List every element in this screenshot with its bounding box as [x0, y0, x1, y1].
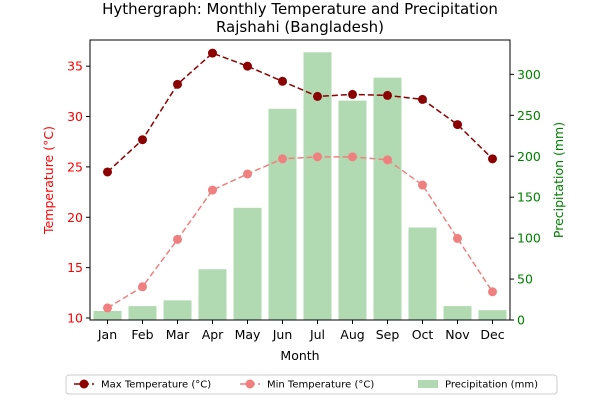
x-tick-label: Oct [412, 327, 434, 342]
x-tick-label: Nov [445, 327, 470, 342]
y-right-tick-label: 50 [517, 272, 533, 287]
x-axis-label: Month [280, 348, 319, 363]
y-left-tick-label: 25 [67, 159, 83, 174]
precipitation-bar [198, 269, 227, 320]
legend-label: Max Temperature (°C) [101, 380, 211, 391]
x-tick-label: Sep [376, 327, 400, 342]
min-temp-point [278, 154, 287, 164]
min-temp-point [243, 169, 252, 179]
precipitation-bar [373, 77, 402, 320]
min-temp-point [138, 282, 147, 292]
chart-title: Hythergraph: Monthly Temperature and Pre… [102, 0, 498, 18]
min-temp-point [453, 233, 462, 243]
y-axis-right: 0 50 100 150 200 250 300 [510, 67, 541, 328]
x-tick-label: Aug [340, 327, 364, 342]
y-right-tick-label: 200 [517, 149, 541, 164]
min-temp-point [173, 234, 182, 244]
precipitation-bars [93, 52, 507, 320]
x-axis: Jan Feb Mar Apr May Jun Jul Aug Sep Oct Nov Dec [97, 320, 505, 342]
x-tick-label: Apr [202, 327, 224, 342]
min-temp-point [313, 152, 322, 162]
precipitation-bar [93, 310, 122, 320]
min-temp-point [418, 180, 427, 190]
y-axis-left-label: Temperature (°C) [41, 126, 56, 235]
legend: Max Temperature (°C) Min Temperature (°C)… [65, 374, 558, 395]
precipitation-bar [338, 100, 367, 320]
x-tick-label: May [235, 327, 261, 342]
x-tick-label: Mar [166, 327, 190, 342]
min-temp-line [107, 156, 494, 309]
min-temp-point [103, 303, 112, 313]
legend-frame [65, 374, 558, 395]
plot-frame [89, 39, 511, 321]
min-temp-point [208, 185, 217, 195]
max-temp-point [103, 167, 112, 177]
y-left-tick-label: 35 [67, 59, 83, 74]
legend-label: Min Temperature (°C) [267, 380, 374, 391]
max-temp-point [243, 61, 252, 71]
y-left-tick-label: 30 [67, 109, 83, 124]
precipitation-bar [408, 227, 437, 320]
x-tick-label: Dec [480, 327, 504, 342]
max-temp-point [348, 89, 357, 99]
y-right-tick-label: 250 [517, 108, 541, 123]
max-temp-point [383, 90, 392, 100]
x-tick-label: Jan [97, 327, 117, 342]
max-temp-point [278, 76, 287, 86]
precipitation-bar [478, 310, 507, 320]
max-temp-point [173, 79, 182, 89]
legend-marker-swatch [245, 379, 255, 389]
y-left-tick-label: 15 [67, 260, 83, 275]
precipitation-bar [443, 306, 472, 320]
y-right-tick-label: 150 [517, 190, 541, 205]
max-temp-point [208, 48, 217, 58]
x-tick-label: Jul [309, 327, 325, 342]
x-tick-label: Feb [131, 327, 153, 342]
y-left-tick-label: 10 [67, 310, 83, 325]
y-axis-left: 10 15 20 25 30 35 [67, 59, 90, 325]
y-right-tick-label: 300 [517, 67, 541, 82]
precipitation-bar [268, 108, 297, 320]
y-right-tick-label: 0 [517, 313, 525, 328]
max-temp-point [418, 94, 427, 104]
max-temp-point [313, 91, 322, 101]
legend-marker-swatch [79, 379, 89, 389]
legend-bar-swatch [418, 380, 438, 388]
min-temp-point [383, 155, 392, 165]
precipitation-bar [233, 207, 262, 320]
min-temp-point [348, 152, 357, 162]
temperature-lines [103, 48, 497, 313]
max-temp-point [453, 120, 462, 130]
min-temp-point [488, 287, 497, 297]
y-left-tick-label: 20 [67, 210, 83, 225]
chart-subtitle: Rajshahi (Bangladesh) [216, 18, 384, 36]
y-axis-right-label: Precipitation (mm) [551, 122, 566, 238]
legend-label: Precipitation (mm) [445, 380, 538, 391]
precipitation-bar [163, 300, 192, 320]
precipitation-bar [128, 306, 157, 320]
y-right-tick-label: 100 [517, 231, 541, 246]
x-tick-label: Jun [272, 327, 293, 342]
max-temp-line [106, 52, 494, 173]
max-temp-point [138, 135, 147, 145]
max-temp-point [488, 154, 497, 164]
